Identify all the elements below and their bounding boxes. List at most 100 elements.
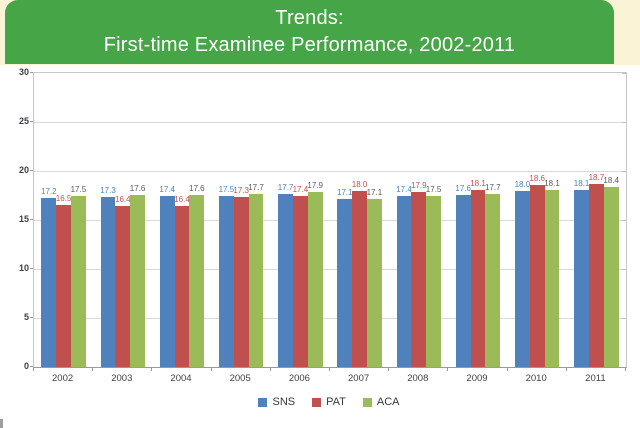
y-axis-label: 30 (18, 67, 29, 77)
bar-value-label: 17.5 (425, 184, 442, 194)
bar-sns-2004 (159, 196, 175, 367)
slide-title-line2: First-time Examinee Performance, 2002-20… (103, 34, 516, 56)
y-axis-label: 20 (18, 165, 29, 175)
bar-aca-2003 (130, 194, 145, 367)
bar-value-label: 17.6 (129, 183, 146, 193)
header-strip: Trends: First-time Examinee Performance,… (0, 0, 640, 65)
bar-value-label: 17.5 (218, 184, 235, 194)
y-axis-tick (30, 366, 33, 367)
bar-aca-2011 (603, 186, 619, 367)
bar-sns-2003 (100, 197, 116, 367)
right-axis-tick (622, 220, 626, 221)
legend-item-sns: SNS (258, 396, 295, 408)
y-axis-label: 5 (23, 312, 29, 322)
x-axis-label: 2008 (407, 373, 429, 384)
bar-sns-2008 (396, 196, 412, 367)
bar-value-label: 17.7 (248, 182, 264, 192)
bar-value-label: 16.5 (55, 194, 72, 204)
x-axis-label: 2010 (525, 373, 547, 384)
gridline (34, 171, 626, 172)
slide-edge-mark (0, 419, 3, 428)
bar-value-label: 17.1 (337, 188, 353, 198)
right-axis-tick (622, 171, 626, 172)
x-axis-tick (329, 367, 330, 371)
bar-pat-2008 (411, 191, 427, 367)
bar-aca-2005 (248, 193, 264, 367)
bar-sns-2005 (219, 195, 234, 367)
bar-pat-2011 (589, 183, 604, 367)
legend-swatch-sns (258, 397, 268, 407)
x-axis-label: 2011 (585, 373, 606, 384)
x-axis-tick (92, 367, 94, 371)
x-axis-tick (33, 367, 34, 371)
gridline (34, 220, 626, 221)
bar-value-label: 16.4 (174, 195, 190, 205)
bar-value-label: 18.0 (351, 179, 368, 189)
gridline (34, 122, 626, 123)
y-axis-label: 15 (18, 214, 29, 224)
bar-aca-2006 (307, 191, 323, 367)
bar-value-label: 17.1 (366, 188, 383, 198)
bar-sns-2009 (455, 194, 471, 367)
x-axis-tick (506, 367, 508, 371)
bar-aca-2010 (544, 189, 560, 367)
bar-pat-2007 (352, 190, 367, 367)
bar-value-label: 18.7 (588, 172, 605, 182)
bar-pat-2002 (56, 205, 71, 367)
bar-value-label: 18.6 (529, 173, 545, 183)
legend-label: PAT (326, 396, 346, 408)
y-axis-label: 10 (18, 263, 29, 273)
x-axis-tick (269, 367, 271, 371)
plot-area: 17.2 16.5 17.5 17.3 16.4 17.6 17.4 16.4 17.6 17.5… (33, 72, 627, 368)
bar-aca-2007 (367, 199, 382, 367)
x-axis-tick (210, 367, 212, 371)
bar-value-label: 17.4 (159, 185, 175, 195)
bar-value-label: 17.3 (100, 186, 116, 196)
bar-pat-2010 (529, 184, 545, 367)
legend-item-aca: ACA (362, 396, 400, 408)
bar-aca-2002 (71, 195, 86, 367)
bar-pat-2006 (293, 196, 308, 367)
bar-value-label: 18.1 (573, 178, 590, 188)
y-axis-tick (30, 317, 33, 318)
x-axis-label: 2009 (466, 373, 488, 384)
right-axis-tick (622, 269, 626, 270)
slide-title-line1: Trends: (275, 7, 344, 29)
bar-sns-2006 (278, 193, 293, 367)
bar-value-label: 18.1 (544, 178, 560, 188)
bar-value-label: 18.1 (470, 178, 486, 188)
y-axis-label: 25 (18, 116, 29, 126)
bar-sns-2011 (574, 189, 589, 367)
bar-value-label: 17.4 (396, 185, 412, 195)
y-axis-tick (30, 72, 33, 73)
bar-aca-2008 (426, 195, 441, 367)
y-axis-label: 0 (23, 361, 29, 371)
bar-sns-2007 (337, 199, 353, 367)
gridline (34, 269, 626, 270)
legend-label: ACA (376, 396, 400, 408)
bar-value-label: 18.4 (603, 175, 619, 185)
x-axis-label: 2005 (229, 373, 251, 384)
bar-sns-2010 (515, 190, 530, 367)
bar-value-label: 17.6 (189, 183, 205, 193)
bar-sns-2002 (41, 198, 57, 367)
legend-swatch-pat (312, 397, 322, 407)
bar-value-label: 17.9 (307, 180, 323, 190)
x-axis-label: 2004 (170, 373, 192, 384)
gridline (34, 318, 626, 319)
legend-swatch-aca (362, 397, 372, 407)
x-axis-tick (151, 367, 153, 371)
x-axis-tick (625, 367, 626, 371)
bar-aca-2004 (189, 194, 205, 367)
chart-area: 17.2 16.5 17.5 17.3 16.4 17.6 17.4 16.4 17.6 17.5… (0, 67, 640, 412)
bar-value-label: 16.4 (115, 195, 131, 205)
right-axis-tick (622, 122, 626, 123)
bar-pat-2003 (115, 206, 131, 367)
legend-label: SNS (272, 396, 296, 408)
bar-value-label: 18.0 (514, 179, 531, 189)
bar-value-label: 17.9 (411, 180, 427, 190)
bar-aca-2009 (485, 193, 501, 367)
right-axis-tick (622, 318, 626, 319)
y-axis-tick (30, 170, 33, 171)
bar-pat-2004 (174, 206, 190, 367)
